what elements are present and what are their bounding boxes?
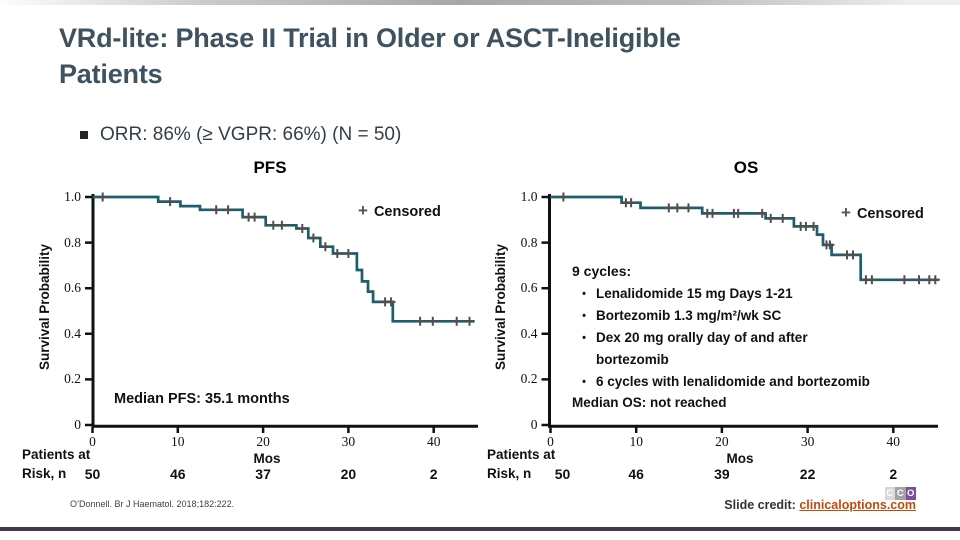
os-km-curve xyxy=(550,195,939,282)
pfs-risk-value: 37 xyxy=(255,466,271,482)
os-risk-label-line2: Risk, n xyxy=(487,466,532,481)
os-risk-label-line1: Patients at xyxy=(487,447,556,462)
os-censored-label: Censored xyxy=(856,206,924,222)
pfs-y-tick-label: 0.4 xyxy=(64,325,81,341)
pfs-censor-marks xyxy=(98,192,474,326)
treatment-bullet-text: Bortezomib 1.3 mg/m²/wk SC xyxy=(596,308,782,323)
treatment-bullet-list: • Lenalidomide 15 mg Days 1-21 • Bortezomib… xyxy=(572,283,944,393)
logo-square-c0: C xyxy=(884,487,895,500)
slide-title-line1: VRd-lite: Phase II Trial in Older or ASC… xyxy=(59,23,681,53)
reference-citation: O’Donnell. Br J Haematol. 2018;182:222. xyxy=(70,499,235,509)
os-x-axis-label: Mos xyxy=(726,451,754,466)
bottom-rule xyxy=(0,527,960,531)
pfs-x-tick-label: 40 xyxy=(426,434,441,449)
treatment-bullet: • Lenalidomide 15 mg Days 1-21 xyxy=(572,283,944,305)
slide-credit: Slide credit: clinicaloptions.com xyxy=(724,498,916,512)
pfs-censored-legend: + Censored xyxy=(358,201,441,221)
dot-bullet-icon: • xyxy=(582,310,586,322)
treatment-box: 9 cycles: • Lenalidomide 15 mg Days 1-21 •… xyxy=(572,263,944,412)
os-risk-value: 2 xyxy=(889,466,898,482)
os-chart-title: OS xyxy=(733,158,759,177)
pfs-y-tick-label: 0 xyxy=(74,417,81,432)
pfs-km-curve xyxy=(92,195,475,323)
treatment-bullet: • 6 cycles with lenalidomide and bortezom… xyxy=(572,371,944,393)
pfs-x-tick-label: 30 xyxy=(341,434,356,449)
treatment-bullet-text: Lenalidomide 15 mg Days 1-21 xyxy=(596,286,793,301)
dot-bullet-icon: • xyxy=(582,376,586,388)
os-x-tick-label: 20 xyxy=(715,434,729,449)
pfs-risk-label-line2: Risk, n xyxy=(22,466,67,481)
median-os-annotation: Median OS: not reached xyxy=(572,395,727,410)
treatment-bullet-text: Dex 20 mg orally day of and after xyxy=(596,330,808,345)
pfs-y-tick-label: 0.8 xyxy=(64,234,81,250)
pfs-x-tick-label: 10 xyxy=(171,434,185,449)
os-x-tick-label: 10 xyxy=(629,434,643,449)
slide-title: VRd-lite: Phase II Trial in Older or ASC… xyxy=(59,20,879,92)
os-x-tick-label: 0 xyxy=(547,434,554,449)
os-y-tick-label: 0.8 xyxy=(520,234,538,250)
pfs-censored-label: Censored xyxy=(373,204,441,220)
median-pfs-annotation: Median PFS: 35.1 months xyxy=(114,391,290,407)
logo-square-o2: O xyxy=(905,487,916,500)
plus-censor-icon: + xyxy=(841,203,851,222)
os-x-tick-label: 30 xyxy=(800,434,815,449)
pfs-risk-label-line1: Patients at xyxy=(22,447,91,462)
pfs-x-axis-label: Mos xyxy=(253,451,281,466)
pfs-tick-marks xyxy=(85,195,435,433)
treatment-bullet: • Dex 20 mg orally day of and after xyxy=(572,327,944,349)
treatment-box-header: 9 cycles: xyxy=(572,263,632,279)
os-y-tick-label: 0 xyxy=(530,417,538,432)
pfs-y-tick-label: 0.2 xyxy=(64,371,81,387)
os-risk-value: 46 xyxy=(628,466,644,482)
treatment-bullet-continuation: bortezomib xyxy=(596,352,669,367)
os-y-tick-label: 1.0 xyxy=(520,189,538,204)
os-risk-value: 39 xyxy=(714,466,730,482)
pfs-y-tick-label: 0.6 xyxy=(64,280,81,296)
orr-bullet-row: ORR: 86% (≥ VGPR: 66%) (N = 50) xyxy=(80,124,401,146)
dot-bullet-icon: • xyxy=(582,288,586,300)
os-censored-legend: + Censored xyxy=(841,203,924,223)
slide-credit-label: Slide credit: xyxy=(724,498,800,512)
os-censor-marks xyxy=(558,192,940,285)
pfs-risk-value: 46 xyxy=(170,466,186,482)
pfs-risk-value: 50 xyxy=(84,466,101,482)
os-y-tick-label: 0.4 xyxy=(520,325,538,341)
slide-credit-link[interactable]: clinicaloptions.com xyxy=(799,498,916,512)
os-risk-value: 50 xyxy=(554,466,571,482)
pfs-y-tick-label: 1.0 xyxy=(64,189,81,204)
treatment-bullet: • Bortezomib 1.3 mg/m²/wk SC xyxy=(572,305,944,327)
orr-bullet-text: ORR: 86% (≥ VGPR: 66%) (N = 50) xyxy=(100,124,402,145)
os-axes xyxy=(548,194,938,428)
logo-square-c1: C xyxy=(895,487,906,500)
pfs-axes xyxy=(91,194,478,428)
pfs-chart-title: PFS xyxy=(253,158,287,177)
os-tick-marks xyxy=(541,195,895,433)
treatment-bullet-text: 6 cycles with lenalidomide and bortezomi… xyxy=(596,374,870,389)
dot-bullet-icon: • xyxy=(582,332,586,344)
plus-censor-icon: + xyxy=(358,201,368,220)
pfs-risk-value: 2 xyxy=(429,466,438,482)
os-x-tick-label: 40 xyxy=(886,434,901,449)
pfs-risk-value: 20 xyxy=(340,466,357,482)
pfs-x-tick-label: 0 xyxy=(89,434,96,449)
os-risk-value: 22 xyxy=(799,466,816,482)
square-bullet-icon xyxy=(80,131,88,139)
top-gradient-bar xyxy=(0,0,960,5)
os-y-tick-label: 0.6 xyxy=(520,280,538,296)
slide-title-line2: Patients xyxy=(59,59,163,89)
pfs-x-tick-label: 20 xyxy=(256,434,270,449)
os-y-tick-label: 0.2 xyxy=(520,371,538,387)
